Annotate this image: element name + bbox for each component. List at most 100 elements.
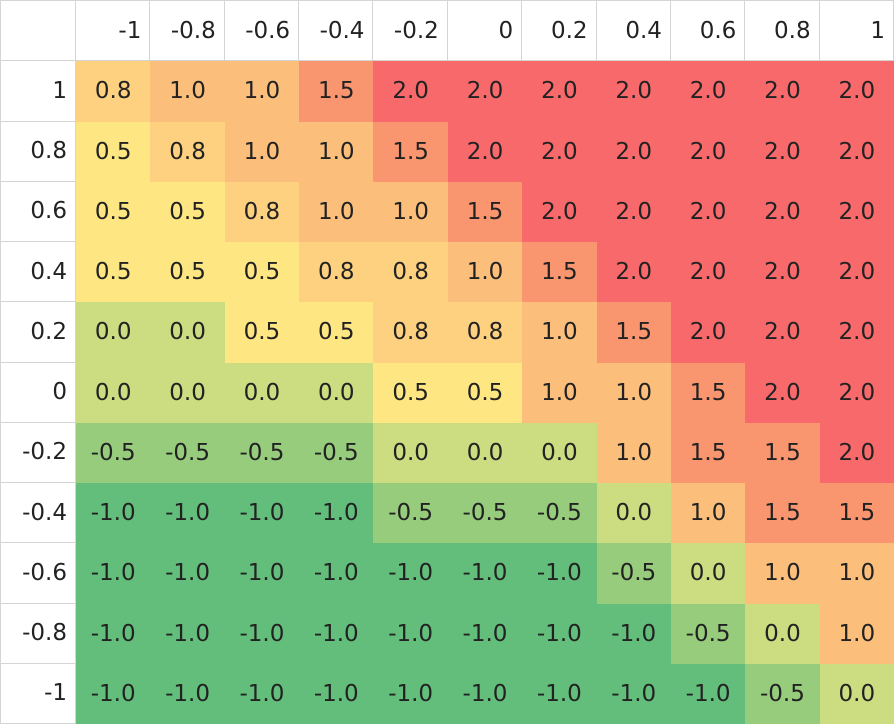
heatmap-cell-r1-c5: 2.0 — [447, 121, 523, 182]
heatmap-cell-r3-c2: 0.5 — [224, 242, 300, 303]
heatmap-cell-r2-c3: 1.0 — [299, 181, 374, 242]
row-header-5: 0 — [1, 362, 76, 423]
heatmap-cell-r3-c8: 2.0 — [670, 242, 746, 303]
heatmap-cell-r10-c3: -1.0 — [299, 663, 374, 724]
column-header-1: -0.8 — [150, 1, 225, 62]
heatmap-cell-r7-c8: 1.0 — [670, 483, 746, 544]
row-header-2: 0.6 — [1, 181, 76, 242]
heatmap-cell-r7-c5: -0.5 — [447, 483, 523, 544]
column-header-0: -1 — [76, 1, 151, 62]
heatmap-cell-r7-c10: 1.5 — [819, 483, 894, 544]
heatmap-cell-r2-c8: 2.0 — [670, 181, 746, 242]
heatmap-cell-r2-c1: 0.5 — [150, 181, 225, 242]
heatmap-cell-r0-c6: 2.0 — [522, 61, 597, 122]
heatmap-cell-r7-c4: -0.5 — [373, 483, 448, 544]
heatmap-cell-r1-c6: 2.0 — [522, 121, 597, 182]
heatmap-cell-r0-c10: 2.0 — [819, 61, 894, 122]
heatmap-cell-r5-c3: 0.0 — [299, 362, 374, 423]
heatmap-cell-r10-c4: -1.0 — [373, 663, 448, 724]
heatmap-cell-r10-c1: -1.0 — [150, 663, 225, 724]
heatmap-cell-r7-c9: 1.5 — [745, 483, 820, 544]
heatmap-cell-r0-c0: 0.8 — [76, 61, 151, 122]
heatmap-cell-r4-c6: 1.0 — [522, 302, 597, 363]
heatmap-cell-r1-c7: 2.0 — [596, 121, 671, 182]
heatmap-cell-r5-c1: 0.0 — [150, 362, 225, 423]
heatmap-cell-r1-c3: 1.0 — [299, 121, 374, 182]
heatmap-cell-r9-c1: -1.0 — [150, 603, 225, 664]
heatmap-cell-r0-c4: 2.0 — [373, 61, 448, 122]
heatmap-cell-r2-c0: 0.5 — [76, 181, 151, 242]
heatmap-cell-r6-c4: 0.0 — [373, 422, 448, 483]
heatmap-cell-r1-c0: 0.5 — [76, 121, 151, 182]
heatmap-cell-r5-c6: 1.0 — [522, 362, 597, 423]
heatmap-cell-r6-c7: 1.0 — [596, 422, 671, 483]
heatmap-cell-r3-c7: 2.0 — [596, 242, 671, 303]
heatmap-cell-r0-c9: 2.0 — [745, 61, 820, 122]
heatmap-cell-r2-c10: 2.0 — [819, 181, 894, 242]
column-header-7: 0.4 — [596, 1, 671, 62]
heatmap-cell-r3-c6: 1.5 — [522, 242, 597, 303]
heatmap-cell-r2-c7: 2.0 — [596, 181, 671, 242]
heatmap-cell-r0-c1: 1.0 — [150, 61, 225, 122]
row-header-6: -0.2 — [1, 422, 76, 483]
heatmap-cell-r9-c8: -0.5 — [670, 603, 746, 664]
heatmap-cell-r7-c2: -1.0 — [224, 483, 300, 544]
heatmap-cell-r4-c5: 0.8 — [447, 302, 523, 363]
heatmap-cell-r8-c3: -1.0 — [299, 543, 374, 604]
heatmap-cell-r7-c0: -1.0 — [76, 483, 151, 544]
row-header-9: -0.8 — [1, 603, 76, 664]
heatmap-cell-r3-c0: 0.5 — [76, 242, 151, 303]
heatmap-cell-r6-c2: -0.5 — [224, 422, 300, 483]
heatmap-cell-r10-c7: -1.0 — [596, 663, 671, 724]
heatmap-cell-r5-c9: 2.0 — [745, 362, 820, 423]
heatmap-cell-r1-c1: 0.8 — [150, 121, 225, 182]
heatmap-cell-r4-c7: 1.5 — [596, 302, 671, 363]
heatmap-cell-r9-c4: -1.0 — [373, 603, 448, 664]
heatmap-cell-r6-c9: 1.5 — [745, 422, 820, 483]
heatmap-cell-r9-c3: -1.0 — [299, 603, 374, 664]
row-header-8: -0.6 — [1, 543, 76, 604]
column-header-3: -0.4 — [299, 1, 374, 62]
heatmap-cell-r4-c9: 2.0 — [745, 302, 820, 363]
heatmap-cell-r6-c5: 0.0 — [447, 422, 523, 483]
heatmap-cell-r1-c8: 2.0 — [670, 121, 746, 182]
heatmap-cell-r1-c4: 1.5 — [373, 121, 448, 182]
heatmap-cell-r6-c1: -0.5 — [150, 422, 225, 483]
heatmap-cell-r6-c6: 0.0 — [522, 422, 597, 483]
column-header-8: 0.6 — [670, 1, 746, 62]
heatmap-cell-r0-c5: 2.0 — [447, 61, 523, 122]
heatmap-cell-r3-c5: 1.0 — [447, 242, 523, 303]
heatmap-cell-r5-c2: 0.0 — [224, 362, 300, 423]
heatmap-cell-r5-c8: 1.5 — [670, 362, 746, 423]
heatmap-cell-r7-c6: -0.5 — [522, 483, 597, 544]
heatmap-cell-r3-c10: 2.0 — [819, 242, 894, 303]
column-header-10: 1 — [819, 1, 894, 62]
row-header-0: 1 — [1, 61, 76, 122]
heatmap-cell-r10-c10: 0.0 — [819, 663, 894, 724]
heatmap-cell-r1-c10: 2.0 — [819, 121, 894, 182]
heatmap-cell-r8-c0: -1.0 — [76, 543, 151, 604]
heatmap-cell-r0-c2: 1.0 — [224, 61, 300, 122]
heatmap-cell-r6-c10: 2.0 — [819, 422, 894, 483]
heatmap-cell-r0-c7: 2.0 — [596, 61, 671, 122]
heatmap-cell-r8-c9: 1.0 — [745, 543, 820, 604]
heatmap-cell-r2-c2: 0.8 — [224, 181, 300, 242]
column-header-5: 0 — [447, 1, 523, 62]
heatmap-cell-r8-c10: 1.0 — [819, 543, 894, 604]
heatmap-cell-r9-c7: -1.0 — [596, 603, 671, 664]
heatmap-cell-r9-c9: 0.0 — [745, 603, 820, 664]
heatmap-cell-r5-c7: 1.0 — [596, 362, 671, 423]
heatmap-cell-r8-c7: -0.5 — [596, 543, 671, 604]
heatmap-cell-r8-c4: -1.0 — [373, 543, 448, 604]
heatmap-cell-r5-c5: 0.5 — [447, 362, 523, 423]
heatmap-cell-r1-c9: 2.0 — [745, 121, 820, 182]
heatmap-cell-r3-c1: 0.5 — [150, 242, 225, 303]
heatmap-cell-r9-c0: -1.0 — [76, 603, 151, 664]
heatmap-cell-r4-c4: 0.8 — [373, 302, 448, 363]
heatmap-cell-r6-c3: -0.5 — [299, 422, 374, 483]
heatmap-cell-r0-c8: 2.0 — [670, 61, 746, 122]
heatmap-cell-r9-c10: 1.0 — [819, 603, 894, 664]
row-header-1: 0.8 — [1, 121, 76, 182]
heatmap-cell-r4-c2: 0.5 — [224, 302, 300, 363]
heatmap-cell-r10-c0: -1.0 — [76, 663, 151, 724]
